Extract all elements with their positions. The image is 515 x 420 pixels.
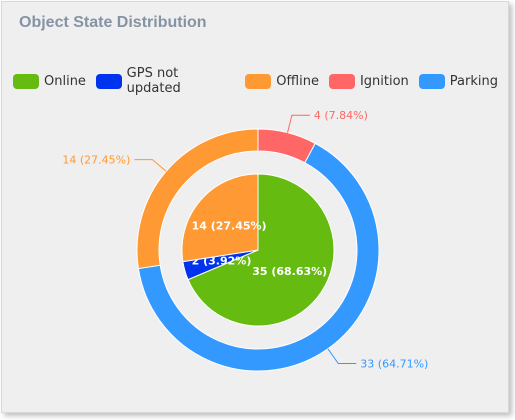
outer-label-offline: 14 (27.45%): [62, 154, 130, 167]
outer-slice-offline[interactable]: [136, 128, 259, 270]
outer-leader-line-offline: [134, 159, 167, 172]
outer-label-parking: 33 (64.71%): [360, 358, 428, 371]
chart-legend: Online GPS not updated Offline Ignition Park…: [13, 66, 508, 96]
legend-label: Ignition: [359, 73, 409, 89]
legend-label: Parking: [449, 73, 498, 89]
legend-swatch: [418, 73, 445, 89]
legend-label: Online: [44, 73, 86, 89]
legend-swatch: [95, 73, 122, 89]
outer-label-ignition: 4 (7.84%): [314, 109, 368, 122]
legend-item-parking[interactable]: Parking: [418, 73, 498, 89]
legend-label: GPS not updated: [126, 66, 181, 96]
legend-item-offline[interactable]: Offline: [245, 73, 319, 89]
inner-slice-online[interactable]: [187, 173, 335, 327]
legend-item-gps-not-updated[interactable]: GPS not updated: [95, 66, 235, 96]
outer-slice-parking[interactable]: [137, 142, 380, 372]
legend-swatch: [328, 73, 355, 89]
legend-label: Offline: [276, 73, 319, 89]
chart-title: Object State Distribution: [19, 14, 207, 31]
inner-label-online: 35 (68.63%): [252, 265, 327, 278]
legend-item-online[interactable]: Online: [13, 73, 86, 89]
legend-item-ignition[interactable]: Ignition: [328, 73, 409, 89]
legend-swatch: [13, 73, 39, 89]
inner-label-offline: 14 (27.45%): [192, 219, 267, 232]
legend-swatch: [245, 73, 272, 89]
outer-slice-ignition[interactable]: [257, 128, 316, 164]
inner-slice-offline[interactable]: [181, 173, 259, 263]
outer-leader-line-parking: [327, 348, 357, 364]
chart-panel: Object State Distribution Online GPS not …: [1, 1, 509, 413]
outer-leader-line-ignition: [287, 114, 310, 133]
